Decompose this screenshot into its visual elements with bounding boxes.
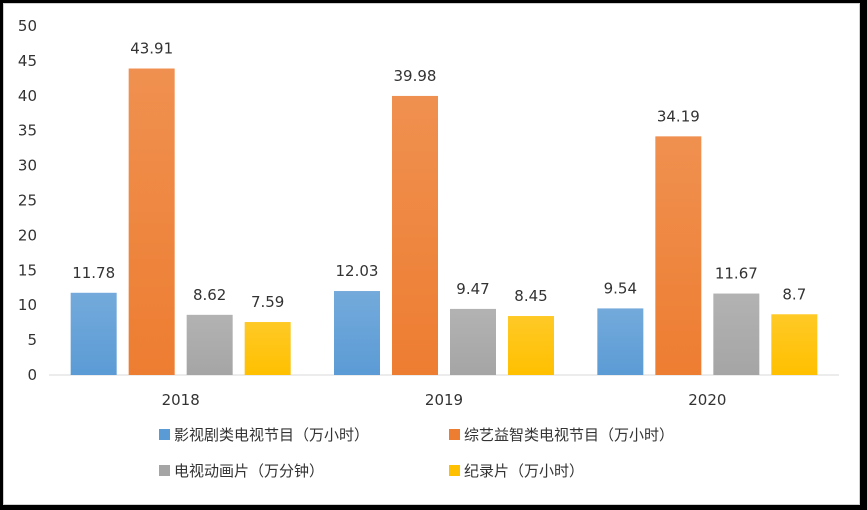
x-category-label: 2019 [425,391,463,409]
data-label: 11.67 [715,265,758,283]
y-tick-label: 25 [18,192,37,210]
chart-frame: 0 5 10 15 20 25 30 35 40 45 50 11.78 43.91 8.62 7.59 20… [3,3,860,505]
y-tick-label: 35 [18,122,37,140]
y-tick-label: 45 [18,52,37,70]
bar-chart: 0 5 10 15 20 25 30 35 40 45 50 11.78 43.91 8.62 7.59 20… [18,17,839,480]
legend-label: 电视动画片（万分钟） [174,462,324,480]
y-tick-label: 50 [18,17,37,35]
legend-label: 纪录片（万小时） [464,462,584,480]
bar-2018-series-4 [244,322,291,375]
legend-swatch [449,465,460,476]
data-label: 9.47 [456,280,489,298]
data-label: 8.62 [193,286,226,304]
data-label: 11.78 [72,264,115,282]
data-label: 8.45 [514,287,547,305]
data-label: 12.03 [336,262,379,280]
legend-swatch [159,429,170,440]
x-category-label: 2020 [688,391,726,409]
bar-2020-series-2 [655,136,702,375]
bar-2020-series-4 [771,314,818,375]
bar-2019-series-4 [508,316,554,375]
bar-2020-series-1 [597,308,644,375]
legend-swatch [159,465,170,476]
bar-2018-series-1 [70,292,117,375]
y-tick-label: 0 [27,366,37,384]
bar-2019-series-2 [392,95,438,375]
x-category-label: 2018 [162,391,200,409]
y-tick-label: 5 [27,331,37,349]
bar-2018-series-3 [186,314,233,375]
data-label: 43.91 [130,40,173,58]
bar-2018-series-2 [128,68,175,375]
legend-swatch [449,429,460,440]
data-label: 9.54 [604,279,637,297]
bar-2019-series-3 [450,308,496,375]
legend-label: 综艺益智类电视节目（万小时） [464,426,674,444]
legend-label: 影视剧类电视节目（万小时） [174,426,369,444]
y-tick-label: 30 [18,157,37,175]
bar-2020-series-3 [713,293,760,375]
bar-2019-series-1 [334,291,380,375]
y-tick-label: 10 [18,296,37,314]
data-label: 8.7 [782,285,806,303]
data-label: 39.98 [394,67,437,85]
y-tick-label: 20 [18,226,37,244]
data-label: 7.59 [251,293,284,311]
data-label: 34.19 [657,107,700,125]
y-tick-label: 40 [18,87,37,105]
y-tick-label: 15 [18,261,37,279]
